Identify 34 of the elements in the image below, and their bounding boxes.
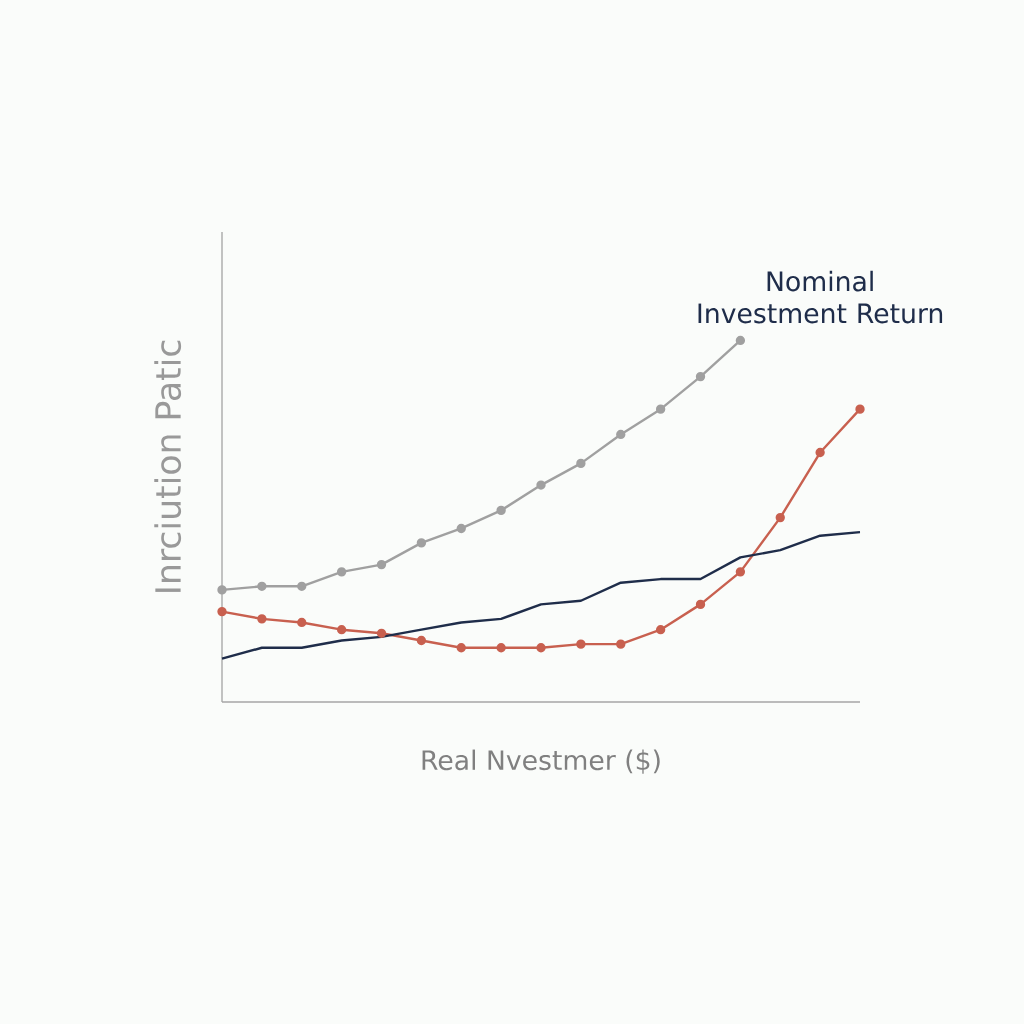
point [655,404,666,414]
point [616,429,626,440]
point [217,585,227,595]
point [576,639,586,649]
point [456,523,466,534]
point [297,617,307,628]
point [376,559,387,570]
point [536,643,546,653]
text: Nominal Investment Return [698,270,943,324]
point [257,614,267,624]
point [456,643,466,653]
point [775,512,785,523]
point [416,635,427,646]
point [257,581,267,591]
point [336,567,347,577]
point [336,625,347,635]
point [496,505,506,516]
point [416,538,427,548]
point [297,581,307,591]
point [855,404,865,414]
point [576,458,586,469]
y-axis-title: Inrciution Patic [154,340,182,592]
point [655,625,666,635]
point [695,371,706,382]
x-axis-title: Real Nvestmer ($) [422,749,660,774]
point [217,606,227,617]
point [735,567,746,577]
point [735,335,746,346]
point [536,480,546,490]
point [496,643,506,653]
point [815,447,825,458]
point [616,639,626,649]
point [376,628,387,638]
point [695,599,706,610]
